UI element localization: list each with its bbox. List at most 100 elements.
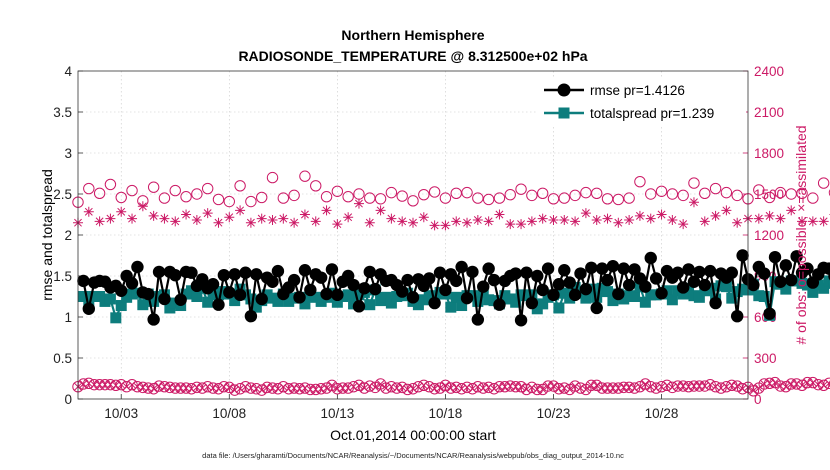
rmse-point (250, 268, 263, 281)
rmse-point (428, 296, 441, 310)
obs-assimilated-point (224, 212, 235, 223)
totalspread-point (191, 291, 203, 302)
obs-assimilated-point (279, 382, 288, 391)
chart-subtitle: RADIOSONDE_TEMPERATURE @ 8.312500e+02 hP… (238, 48, 587, 64)
obs-assimilated-point (299, 209, 310, 220)
obs-assimilated-point (328, 381, 336, 390)
rmse-point (298, 264, 312, 277)
rmse-point (82, 302, 96, 315)
totalspread-point (602, 286, 614, 298)
obs-assimilated-point (559, 214, 570, 225)
obs-possible-point (731, 189, 743, 202)
obs-assimilated-point (425, 382, 433, 391)
y-tick-label-right: 1200 (754, 228, 784, 243)
obs-assimilated-point (636, 382, 644, 391)
obs-assimilated-point (598, 384, 606, 392)
obs-assimilated-point (451, 216, 462, 227)
totalspread-point (629, 291, 641, 302)
totalspread-point (456, 300, 468, 312)
totalspread-point (591, 291, 603, 303)
rmse-point (822, 262, 830, 275)
obs-possible-point (126, 184, 138, 197)
obs-assimilated-point (322, 384, 331, 392)
obs-assimilated-point (256, 213, 267, 224)
obs-possible-point (126, 378, 138, 391)
obs-assimilated-point (278, 213, 289, 224)
totalspread-point (720, 281, 732, 293)
totalspread-point (526, 289, 538, 301)
obs-possible-point (645, 188, 657, 200)
rmse-point (579, 282, 593, 296)
rmse-point (460, 291, 474, 305)
obs-assimilated-point (580, 208, 591, 219)
rmse-point (341, 269, 355, 283)
legend-marker-rmse (557, 83, 571, 97)
totalspread-point (245, 293, 257, 305)
rmse-point (314, 271, 328, 284)
obs-assimilated-point (429, 220, 440, 231)
obs-possible-point (504, 188, 516, 201)
rmse-point (433, 266, 447, 279)
obs-assimilated-point (236, 384, 244, 393)
y-tick-label-left: 0.5 (53, 351, 72, 366)
obs-possible-point (234, 180, 246, 192)
totalspread-point (607, 295, 619, 307)
rmse-point (293, 291, 306, 304)
rmse-point (693, 265, 706, 279)
obs-assimilated-point (787, 380, 795, 388)
obs-assimilated-point (116, 206, 127, 217)
rmse-point (196, 273, 209, 286)
obs-possible-point (753, 184, 765, 196)
series-obs-assimilated (73, 197, 830, 231)
totalspread-point (564, 292, 576, 304)
obs-assimilated-point (688, 197, 699, 208)
obs-assimilated-point (803, 378, 812, 387)
obs-possible-point (256, 191, 268, 204)
obs-possible-point (201, 381, 214, 393)
obs-possible-point (277, 381, 290, 393)
obs-assimilated-point (678, 219, 689, 230)
rmse-point (763, 307, 776, 320)
obs-assimilated-point (472, 214, 483, 225)
obs-assimilated-point (602, 213, 613, 224)
legend-marker-totalspread (558, 107, 570, 119)
rmse-point (287, 273, 301, 287)
totalspread-point (110, 312, 122, 324)
obs-possible-point (774, 186, 787, 199)
obs-possible-point (320, 191, 333, 203)
totalspread-point (104, 293, 116, 305)
obs-possible-point (169, 184, 181, 197)
obs-assimilated-point (511, 382, 520, 391)
obs-assimilated-point (159, 213, 170, 224)
series-rmse (77, 249, 830, 327)
legend-box (538, 78, 746, 126)
obs-assimilated-point (771, 378, 779, 387)
obs-assimilated-point (267, 214, 278, 225)
obs-assimilated-point (582, 385, 590, 394)
obs-possible-point (331, 185, 344, 197)
rmse-point (169, 268, 182, 282)
rmse-point (563, 276, 576, 289)
obs-assimilated-point (321, 205, 332, 216)
obs-assimilated-point (613, 217, 624, 228)
obs-assimilated-point (733, 382, 741, 390)
rmse-point (644, 251, 657, 265)
obs-assimilated-point (619, 383, 628, 392)
rmse-point (158, 292, 171, 306)
obs-possible-point (709, 182, 722, 195)
obs-assimilated-point (538, 385, 547, 394)
obs-possible-point (83, 182, 95, 195)
obs-possible-point (423, 381, 435, 393)
obs-assimilated-point (609, 384, 617, 392)
rmse-point (125, 277, 139, 290)
obs-assimilated-point (656, 209, 667, 220)
obs-assimilated-point (645, 213, 656, 224)
rmse-point (217, 268, 231, 282)
obs-assimilated-point (570, 216, 581, 227)
rmse-point (703, 264, 717, 278)
obs-possible-point (364, 380, 376, 392)
obs-possible-point (228, 384, 241, 396)
obs-assimilated-point (663, 381, 671, 390)
obs-assimilated-point (371, 383, 379, 392)
obs-assimilated-point (674, 382, 682, 390)
